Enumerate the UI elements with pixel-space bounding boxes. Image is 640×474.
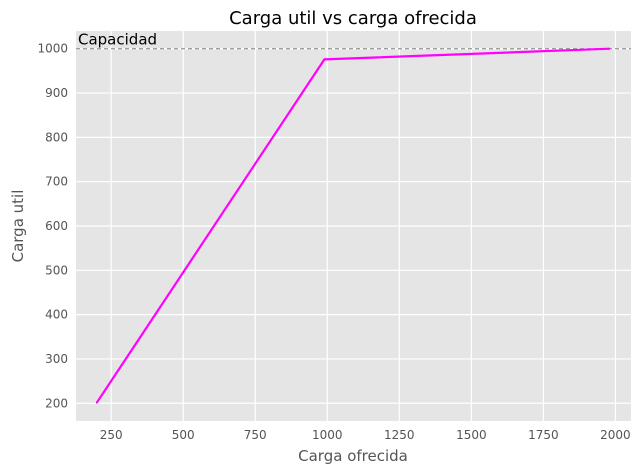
- grid: [76, 31, 631, 421]
- y-tick-label: 700: [45, 175, 68, 189]
- x-tick-label: 2000: [600, 428, 631, 442]
- data-point: [323, 58, 326, 61]
- y-tick-labels: 200 300 400 500 600 700 800 900 1000: [37, 42, 68, 411]
- x-axis-title: Carga ofrecida: [298, 447, 408, 465]
- y-axis-title: Carga util: [9, 190, 27, 263]
- x-tick-label: 1000: [312, 428, 343, 442]
- x-tick-label: 250: [100, 428, 123, 442]
- y-tick-label: 400: [45, 308, 68, 322]
- y-tick-label: 300: [45, 352, 68, 366]
- x-tick-label: 1250: [384, 428, 415, 442]
- data-point: [95, 402, 98, 404]
- chart-title: Carga util vs carga ofrecida: [229, 8, 477, 29]
- x-tick-label: 750: [244, 428, 267, 442]
- capacity-label: Capacidad: [78, 31, 157, 49]
- y-tick-label: 800: [45, 130, 68, 144]
- x-tick-label: 500: [172, 428, 195, 442]
- x-tick-labels: 250 500 750 1000 1250 1500 1750 2000: [100, 428, 631, 442]
- x-tick-label: 1500: [456, 428, 487, 442]
- y-tick-label: 1000: [37, 42, 68, 56]
- y-tick-label: 900: [45, 86, 68, 100]
- y-tick-label: 200: [45, 396, 68, 410]
- data-point: [608, 47, 611, 50]
- y-tick-label: 600: [45, 219, 68, 233]
- series-layer: [95, 47, 611, 404]
- x-tick-label: 1750: [528, 428, 559, 442]
- y-tick-label: 500: [45, 263, 68, 277]
